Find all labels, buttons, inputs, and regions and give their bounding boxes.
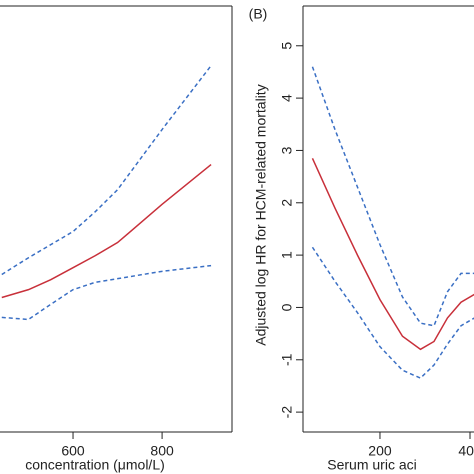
y-axis-label: Adjusted log HR for HCM-related mortalit… xyxy=(253,84,269,345)
curve xyxy=(311,157,474,351)
y-tick-label: 0 xyxy=(279,303,295,311)
curve xyxy=(311,66,474,327)
y-tick-label: -1 xyxy=(279,353,295,366)
panel-label: (B) xyxy=(249,6,268,22)
x-tick-label: 400 xyxy=(458,443,474,459)
x-tick-label: 800 xyxy=(150,443,174,459)
x-axis-label: Serum uric aci xyxy=(327,457,416,473)
x-tick-label: 600 xyxy=(61,443,85,459)
y-tick-label: 2 xyxy=(279,199,295,207)
curve xyxy=(1,65,212,276)
y-tick-label: -2 xyxy=(279,406,295,419)
y-tick-label: 5 xyxy=(279,42,295,50)
y-tick-label: 4 xyxy=(279,94,295,102)
x-axis-label: concentration (μmol/L) xyxy=(25,457,165,473)
curve xyxy=(1,264,212,321)
x-tick-label: 200 xyxy=(368,443,392,459)
curve xyxy=(311,246,474,379)
y-tick-label: 3 xyxy=(279,146,295,154)
curve xyxy=(1,163,212,299)
y-tick-label: 1 xyxy=(279,251,295,259)
